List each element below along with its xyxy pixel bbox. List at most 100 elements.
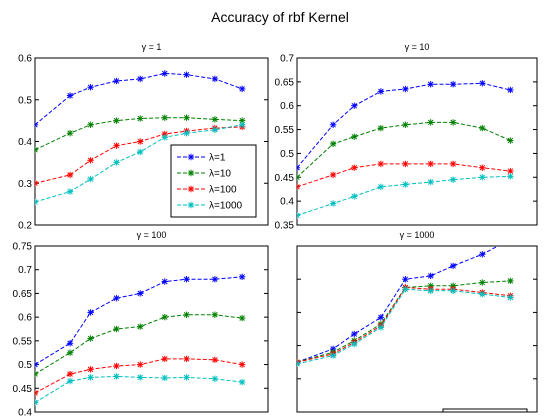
data-point xyxy=(238,361,246,368)
legend-label: λ=1000 xyxy=(209,201,243,212)
legend-item: λ=100 xyxy=(177,185,237,196)
data-point xyxy=(137,115,144,122)
data-point xyxy=(427,81,434,88)
y-tick-label: 0.55 xyxy=(13,336,33,347)
data-point xyxy=(449,287,457,295)
data-point xyxy=(87,157,94,164)
data-point xyxy=(137,323,144,330)
data-point xyxy=(137,148,144,156)
data-point xyxy=(402,85,409,93)
y-tick-label: 0.6 xyxy=(18,313,32,324)
data-point xyxy=(507,137,514,144)
data-point xyxy=(449,160,457,168)
data-point xyxy=(479,290,486,298)
plot-area xyxy=(35,273,246,406)
series-4 xyxy=(297,285,514,368)
legend-label: λ=1 xyxy=(209,153,226,164)
data-point xyxy=(66,340,74,347)
data-point xyxy=(113,159,120,166)
data-point xyxy=(137,138,144,145)
data-point xyxy=(66,188,74,195)
data-point xyxy=(449,119,457,126)
data-point xyxy=(507,86,514,94)
data-point xyxy=(66,377,74,385)
subplot-2: γ = 10 0.35 0.4 0.45 0.5 0.55 0.6 0.65 0.7 xyxy=(275,42,538,232)
data-point xyxy=(297,212,301,219)
data-point xyxy=(211,126,219,134)
data-point xyxy=(479,174,486,181)
axes-box xyxy=(296,245,538,413)
data-point xyxy=(507,277,514,285)
data-point xyxy=(211,75,219,83)
data-point xyxy=(427,178,434,186)
data-point xyxy=(479,251,486,258)
data-point xyxy=(297,174,301,181)
series-3 xyxy=(35,355,246,397)
y-tick-label: 0.3 xyxy=(18,179,32,190)
data-point xyxy=(66,370,74,378)
series-1 xyxy=(35,273,246,368)
data-point xyxy=(377,314,385,321)
data-point xyxy=(161,70,168,77)
subplot-title: γ = 100 xyxy=(137,230,167,240)
data-point xyxy=(183,311,190,318)
y-tick-label: 0.4 xyxy=(280,197,294,208)
y-tick-label: 0.45 xyxy=(275,173,295,184)
data-point xyxy=(507,173,514,180)
series-line xyxy=(297,175,511,216)
data-point xyxy=(113,362,120,370)
series-line xyxy=(35,314,243,375)
data-point xyxy=(329,140,337,148)
data-point xyxy=(113,117,120,124)
data-point xyxy=(113,142,120,149)
legend-label: λ=100 xyxy=(209,185,237,196)
data-point xyxy=(351,330,358,338)
series-2 xyxy=(35,114,246,154)
data-point xyxy=(351,164,358,171)
data-point xyxy=(402,285,409,293)
y-tick-label: 0.6 xyxy=(280,101,294,112)
data-point xyxy=(137,75,144,83)
y-tick-label: 0.35 xyxy=(275,221,295,232)
data-point xyxy=(87,175,94,183)
data-point xyxy=(183,374,190,381)
data-point xyxy=(377,324,385,331)
data-point xyxy=(137,361,144,368)
data-point xyxy=(35,146,39,154)
data-point xyxy=(329,200,337,207)
axes-box xyxy=(296,57,538,226)
y-tick-label: 0.6 xyxy=(18,54,32,65)
data-point xyxy=(427,119,434,126)
data-point xyxy=(479,80,486,87)
y-tick-label: 0.45 xyxy=(13,384,33,395)
data-point xyxy=(183,129,190,137)
subplot-title: γ = 10 xyxy=(405,42,430,52)
legend-remnant xyxy=(442,408,528,413)
data-point xyxy=(507,294,514,301)
legend-marker xyxy=(187,201,195,209)
data-point xyxy=(87,84,94,91)
series-line xyxy=(297,246,500,363)
data-point xyxy=(238,273,246,281)
legend: λ=1 λ=10 λ=100 λ=1000 xyxy=(170,144,257,218)
plot-area xyxy=(297,246,514,368)
data-point xyxy=(87,121,94,128)
data-point xyxy=(66,92,74,99)
subplot-title: γ = 1 xyxy=(142,42,162,52)
y-tick-label: 0.2 xyxy=(18,221,32,232)
data-point xyxy=(87,309,94,316)
data-point xyxy=(183,276,190,283)
data-point xyxy=(479,279,486,286)
data-point xyxy=(211,276,219,283)
data-point xyxy=(87,374,94,381)
legend-item: λ=1 xyxy=(177,153,226,164)
y-tick-label: 0.4 xyxy=(18,137,32,148)
data-point xyxy=(238,121,246,128)
series-1 xyxy=(297,246,500,366)
y-tick-label: 0.75 xyxy=(13,242,33,253)
data-point xyxy=(329,352,337,359)
data-point xyxy=(297,164,301,171)
y-tick-label: 0.5 xyxy=(18,360,32,371)
data-point xyxy=(113,373,120,380)
data-point xyxy=(183,114,190,121)
